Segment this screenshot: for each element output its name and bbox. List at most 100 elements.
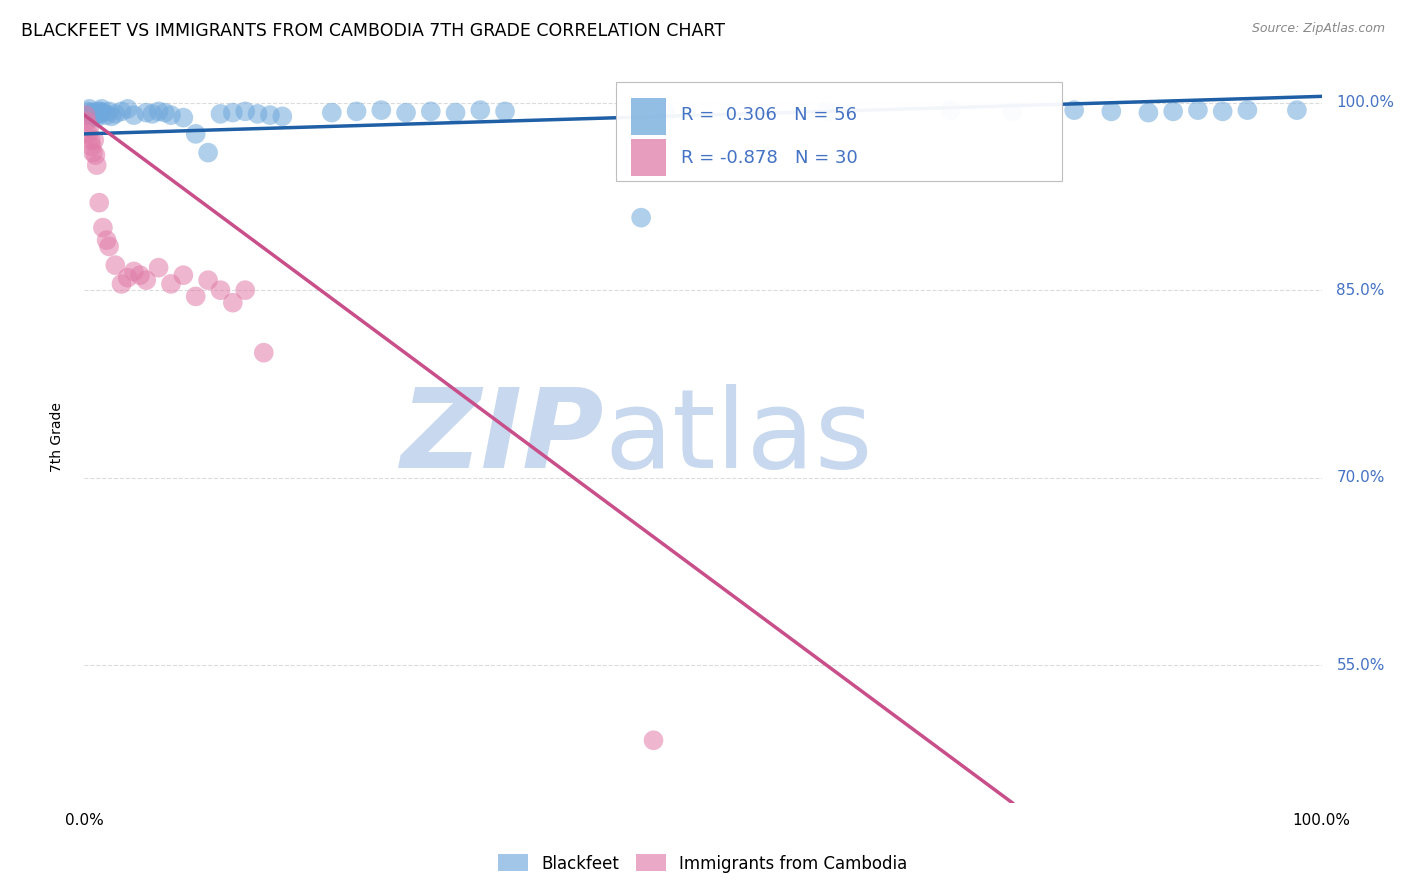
Point xyxy=(77,104,100,119)
Point xyxy=(197,145,219,160)
Point xyxy=(84,107,107,121)
Point xyxy=(222,295,245,310)
Point xyxy=(79,133,101,147)
Point xyxy=(148,104,170,119)
Point xyxy=(75,108,97,122)
Point xyxy=(80,139,103,153)
Point xyxy=(370,103,392,117)
Point xyxy=(172,111,194,125)
Legend: Blackfeet, Immigrants from Cambodia: Blackfeet, Immigrants from Cambodia xyxy=(492,847,914,880)
Text: 70.0%: 70.0% xyxy=(1337,470,1385,485)
Point xyxy=(86,111,108,125)
Point xyxy=(135,273,157,287)
Bar xyxy=(631,139,666,176)
Y-axis label: 7th Grade: 7th Grade xyxy=(49,402,63,472)
Point xyxy=(1001,104,1024,119)
Point xyxy=(79,102,101,116)
Point xyxy=(141,107,163,121)
Point xyxy=(87,104,110,119)
Point xyxy=(100,109,122,123)
Point xyxy=(444,105,467,120)
Point xyxy=(91,105,114,120)
Point xyxy=(160,108,183,122)
Point xyxy=(184,127,207,141)
Point xyxy=(815,104,838,119)
Point xyxy=(122,108,145,122)
Point xyxy=(939,103,962,117)
Point xyxy=(83,109,105,123)
Point xyxy=(643,733,665,747)
Point xyxy=(122,264,145,278)
Point xyxy=(321,105,343,120)
Point xyxy=(110,104,132,119)
Point xyxy=(271,109,294,123)
Point xyxy=(1161,104,1184,119)
Point xyxy=(655,105,678,120)
Point xyxy=(82,105,104,120)
Point xyxy=(246,107,269,121)
Point xyxy=(395,105,418,120)
Point xyxy=(209,283,232,297)
Point xyxy=(96,108,118,122)
Point xyxy=(135,105,157,120)
Point xyxy=(110,277,132,291)
Point xyxy=(79,120,101,135)
Point xyxy=(83,133,105,147)
Point xyxy=(153,105,176,120)
Point xyxy=(209,107,232,121)
Point xyxy=(104,107,127,121)
Point xyxy=(1063,103,1085,117)
Point xyxy=(98,239,121,253)
Point xyxy=(184,289,207,303)
Point xyxy=(96,233,118,247)
Point xyxy=(76,114,98,128)
Text: 85.0%: 85.0% xyxy=(1337,283,1385,298)
Text: Source: ZipAtlas.com: Source: ZipAtlas.com xyxy=(1251,22,1385,36)
FancyBboxPatch shape xyxy=(616,82,1062,181)
Point xyxy=(346,104,368,119)
Point xyxy=(233,283,256,297)
Point xyxy=(233,104,256,119)
Point xyxy=(1099,104,1122,119)
Point xyxy=(89,107,111,121)
Point xyxy=(253,345,276,359)
Point xyxy=(470,103,492,117)
Point xyxy=(494,104,516,119)
Point xyxy=(419,104,441,119)
Text: R = -0.878   N = 30: R = -0.878 N = 30 xyxy=(681,149,858,167)
Text: 100.0%: 100.0% xyxy=(1337,95,1395,110)
Text: BLACKFEET VS IMMIGRANTS FROM CAMBODIA 7TH GRADE CORRELATION CHART: BLACKFEET VS IMMIGRANTS FROM CAMBODIA 7T… xyxy=(21,22,725,40)
Bar xyxy=(631,98,666,135)
Point xyxy=(197,273,219,287)
Point xyxy=(1212,104,1234,119)
Point xyxy=(259,108,281,122)
Point xyxy=(1285,103,1308,117)
Point xyxy=(91,220,114,235)
Point xyxy=(117,102,139,116)
Text: atlas: atlas xyxy=(605,384,873,491)
Point xyxy=(90,102,112,116)
Point xyxy=(172,268,194,282)
Point xyxy=(1236,103,1258,117)
Point xyxy=(76,108,98,122)
Point xyxy=(129,268,152,282)
Point xyxy=(89,195,111,210)
Point xyxy=(630,211,652,225)
Point xyxy=(89,104,111,119)
Point xyxy=(79,105,101,120)
Point xyxy=(148,260,170,275)
Point xyxy=(1137,105,1160,120)
Text: R =  0.306   N = 56: R = 0.306 N = 56 xyxy=(681,106,856,124)
Point xyxy=(84,148,107,162)
Point xyxy=(77,127,100,141)
Text: 55.0%: 55.0% xyxy=(1337,657,1385,673)
Point xyxy=(98,104,121,119)
Point xyxy=(117,270,139,285)
Text: ZIP: ZIP xyxy=(401,384,605,491)
Point xyxy=(1187,103,1209,117)
Point xyxy=(82,145,104,160)
Point xyxy=(86,158,108,172)
Point xyxy=(80,108,103,122)
Point xyxy=(222,105,245,120)
Point xyxy=(104,258,127,272)
